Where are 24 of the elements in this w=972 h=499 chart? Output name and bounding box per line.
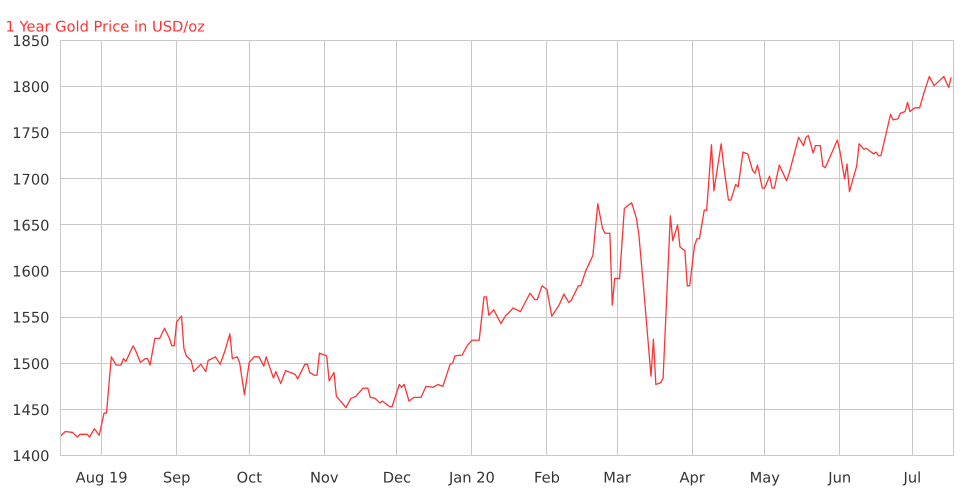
y-tick-label: 1800 [12,79,50,96]
line-series [60,76,952,438]
y-tick-label: 1650 [12,217,50,234]
y-tick-label: 1850 [12,33,50,50]
y-tick-label: 1550 [12,310,50,327]
x-tick-label: Nov [310,470,339,486]
x-tick-label: Jan 20 [448,470,495,486]
x-tick-label: Aug 19 [76,470,128,486]
y-tick-label: 1400 [12,448,50,465]
x-tick-label: Feb [534,470,560,486]
y-tick-label: 1700 [12,171,50,188]
y-tick-label: 1500 [12,356,50,373]
x-tick-label: May [750,470,780,486]
y-tick-label: 1450 [12,402,50,419]
y-tick-label: 1600 [12,264,50,281]
x-tick-label: Oct [236,470,262,486]
x-tick-label: Dec [382,470,412,486]
x-tick-label: Mar [603,470,632,486]
x-tick-label: Jun [827,470,852,486]
x-tick-label: Sep [162,470,190,486]
x-tick-label: Jul [902,470,922,486]
chart-title: 1 Year Gold Price in USD/oz [6,18,206,36]
y-tick-label: 1750 [12,125,50,142]
x-tick-label: Apr [679,470,706,486]
